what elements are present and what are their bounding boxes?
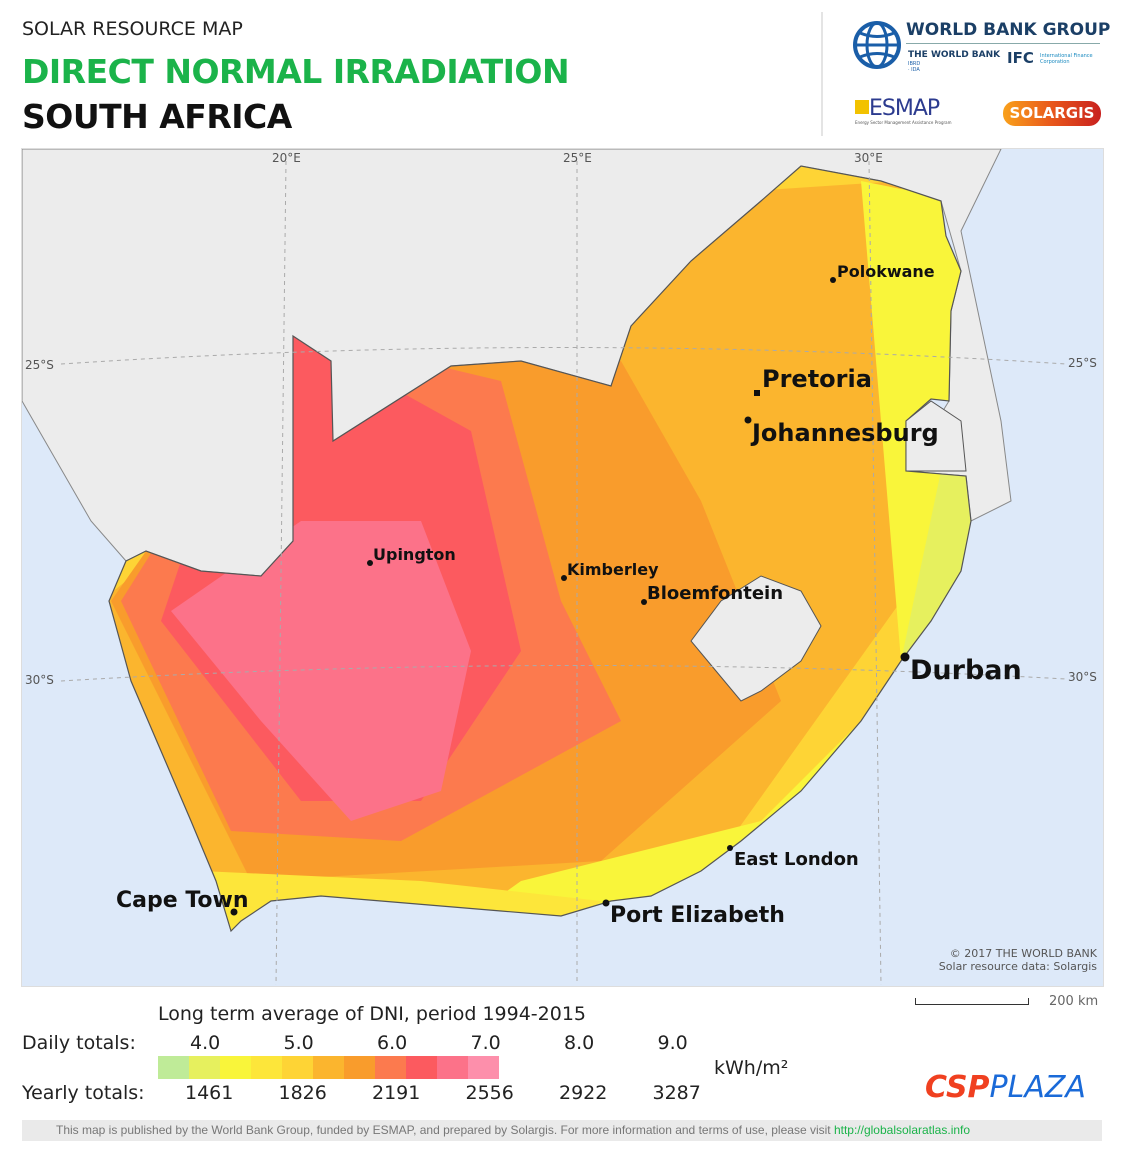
esmap-sub: Energy Sector Management Assistance Prog… [855, 120, 952, 125]
legend-swatch [313, 1056, 344, 1079]
city-label: Upington [373, 545, 456, 564]
footer: This map is published by the World Bank … [22, 1120, 1102, 1141]
lat-label: 25°S [25, 358, 54, 372]
copyright-text: © 2017 THE WORLD BANK [949, 947, 1097, 960]
legend-swatch [220, 1056, 251, 1079]
daily-tick: 9.0 [657, 1032, 688, 1054]
yearly-tick: 2922 [559, 1082, 608, 1104]
ifc-sub: International Finance Corporation [1040, 53, 1093, 65]
city-label: Port Elizabeth [610, 903, 785, 928]
lat-label: 25°S [1068, 356, 1097, 370]
country-name: SOUTH AFRICA [22, 97, 292, 136]
legend-title: Long term average of DNI, period 1994-20… [158, 1003, 587, 1025]
legend-swatch [406, 1056, 437, 1079]
daily-label: Daily totals: [22, 1032, 136, 1054]
yearly-tick: 2191 [372, 1082, 421, 1104]
ifc-text: IFC [1007, 49, 1034, 67]
legend-swatch [251, 1056, 282, 1079]
map-canvas [21, 148, 1103, 986]
map-title: DIRECT NORMAL IRRADIATION [22, 52, 570, 91]
legend-swatch [189, 1056, 220, 1079]
yearly-tick: 1461 [185, 1082, 234, 1104]
daily-tick: 5.0 [283, 1032, 314, 1054]
wbg-text: WORLD BANK GROUP [906, 20, 1111, 40]
legend-color-scale [158, 1056, 499, 1079]
divider [821, 12, 823, 136]
city-label: Polokwane [837, 262, 935, 281]
legend-unit: kWh/m² [714, 1057, 789, 1079]
watermark-plaza: PLAZA [989, 1070, 1086, 1105]
legend-swatch [344, 1056, 375, 1079]
map-subtitle: SOLAR RESOURCE MAP [22, 18, 243, 40]
scale-bar [915, 998, 1029, 1005]
daily-tick: 7.0 [470, 1032, 501, 1054]
lon-label: 25°E [563, 151, 592, 165]
daily-tick: 6.0 [377, 1032, 408, 1054]
city-label: Johannesburg [752, 419, 939, 447]
dni-map[interactable]: 20°E 25°E 30°E 25°S 30°S 25°S 30°S Polok… [21, 148, 1104, 987]
lat-label: 30°S [25, 673, 54, 687]
city-label: Durban [910, 655, 1022, 686]
yearly-tick: 2556 [465, 1082, 514, 1104]
daily-tick: 8.0 [564, 1032, 595, 1054]
city-label: Bloemfontein [647, 583, 784, 604]
watermark-csp: CSP [925, 1070, 990, 1105]
city-label: Pretoria [762, 365, 872, 393]
esmap-text: ESMAP [869, 96, 940, 121]
yearly-tick: 3287 [652, 1082, 701, 1104]
legend-swatch [158, 1056, 189, 1079]
solargis-logo: SOLARGIS [1003, 101, 1101, 126]
city-markers [230, 277, 910, 916]
lon-label: 30°E [854, 151, 883, 165]
logo-rule [906, 43, 1100, 44]
ibrd-text: IBRD · IDA [908, 61, 921, 73]
esmap-sun-icon [855, 100, 869, 114]
eswatini [905, 400, 967, 472]
legend-swatch [437, 1056, 468, 1079]
lat-label: 30°S [1068, 670, 1097, 684]
lon-label: 20°E [272, 151, 301, 165]
city-label: Cape Town [116, 888, 249, 913]
copyright: © 2017 THE WORLD BANK Solar resource data… [939, 947, 1097, 973]
footer-text: This map is published by the World Bank … [56, 1123, 834, 1137]
yearly-tick: 1826 [278, 1082, 327, 1104]
daily-tick: 4.0 [190, 1032, 221, 1054]
globe-icon [853, 21, 901, 69]
city-label: Kimberley [567, 560, 659, 579]
scale-label: 200 km [1049, 994, 1099, 1009]
source-text: Solar resource data: Solargis [938, 960, 1097, 973]
legend-swatch [468, 1056, 499, 1079]
legend-swatch [375, 1056, 406, 1079]
world-bank-text: THE WORLD BANK [908, 50, 1001, 60]
city-label: East London [734, 849, 859, 870]
footer-link[interactable]: http://globalsolaratlas.info [833, 1123, 971, 1137]
yearly-label: Yearly totals: [22, 1082, 145, 1104]
lesotho [690, 575, 822, 702]
legend-swatch [282, 1056, 313, 1079]
graticule [60, 160, 1067, 986]
watermark: CSPPLAZA [925, 1070, 1086, 1106]
